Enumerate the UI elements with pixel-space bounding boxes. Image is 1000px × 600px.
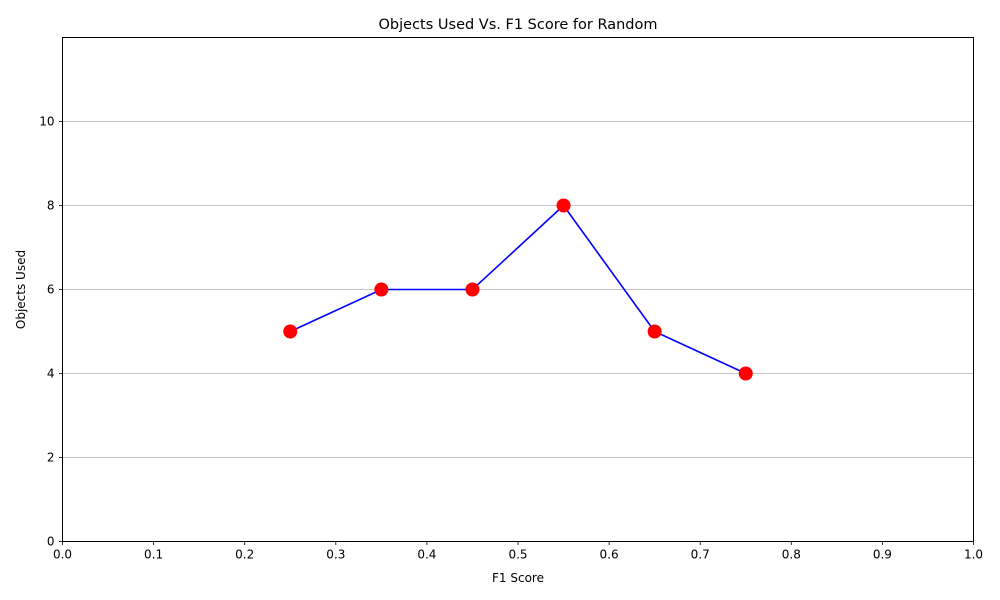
y-axis-title: Objects Used [14,250,28,329]
y-tick-label-5: 10 [39,115,54,129]
y-axis-ticks: 0 2 4 6 8 10 [39,115,63,549]
x-tick-label-7: 0.7 [691,548,710,562]
x-tick-label-6: 0.6 [600,548,619,562]
data-point-1 [374,282,389,297]
x-axis-ticks: 0.0 0.1 0.2 0.3 0.4 0.5 0.6 0.7 0.8 0.9 1.0 [53,541,983,562]
data-point-3 [556,198,571,213]
x-tick-label-9: 0.9 [873,548,892,562]
chart-title: Objects Used Vs. F1 Score for Random [379,17,658,33]
x-tick-label-8: 0.8 [782,548,801,562]
x-tick-label-2: 0.2 [235,548,254,562]
data-point-2 [465,282,480,297]
y-tick-label-4: 8 [47,199,55,213]
x-tick-label-3: 0.3 [326,548,345,562]
x-tick-label-10: 1.0 [964,548,983,562]
x-tick-label-4: 0.4 [417,548,436,562]
x-axis-title: F1 Score [492,571,544,585]
data-point-4 [647,324,662,339]
y-tick-label-0: 0 [47,535,55,549]
y-tick-label-2: 4 [47,367,55,381]
series-line-0 [289,204,747,375]
plot-series [283,198,753,381]
x-tick-label-1: 0.1 [144,548,163,562]
data-point-5 [738,366,753,381]
x-tick-label-0: 0.0 [53,548,72,562]
x-tick-label-5: 0.5 [508,548,527,562]
y-tick-label-1: 2 [47,451,55,465]
y-tick-label-3: 6 [47,283,55,297]
data-point-0 [283,324,298,339]
